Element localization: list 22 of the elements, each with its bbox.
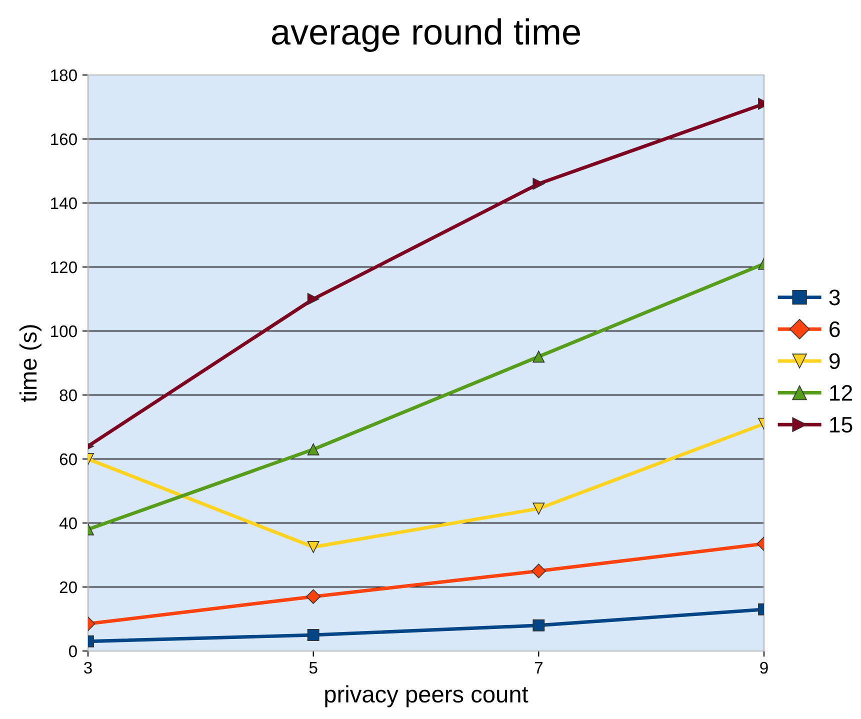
y-tick-label: 40 [59, 517, 77, 530]
y-tick-label: 180 [51, 69, 77, 82]
x-tick-label: 3 [84, 662, 92, 674]
legend-label: 12 [830, 385, 852, 401]
legend-label: 15 [830, 417, 852, 433]
y-tick-label: 20 [60, 581, 77, 594]
y-tick-label: 160 [51, 133, 77, 146]
x-axis-title: privacy peers count [325, 685, 528, 708]
x-tick-label: 9 [760, 662, 768, 674]
chart-title: average round time [272, 18, 580, 52]
y-axis-title: time (s) [19, 325, 42, 402]
legend-label: 3 [829, 290, 840, 306]
x-tick-label: 5 [309, 662, 318, 674]
legend-label: 6 [830, 321, 840, 338]
y-tick-label: 0 [68, 645, 77, 658]
y-tick-label: 60 [60, 453, 77, 466]
legend-label: 9 [829, 353, 840, 369]
y-tick-label: 120 [51, 261, 77, 274]
y-tick-label: 80 [60, 389, 77, 402]
y-tick-label: 140 [51, 197, 77, 210]
y-tick-label: 100 [51, 325, 77, 338]
x-tick-label: 7 [534, 662, 542, 674]
